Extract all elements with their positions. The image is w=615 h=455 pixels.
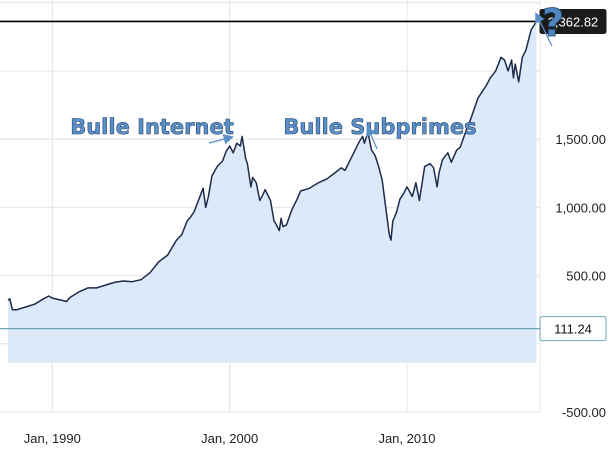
annotation-arrow <box>208 134 234 145</box>
y-tick-label: 1,000.00 <box>555 200 606 215</box>
question-mark-annotation: ? <box>542 1 564 45</box>
y-axis-ticks: -500.00 500.00 1,000.00 1,500.00 <box>555 132 606 420</box>
y-tick-label: -500.00 <box>562 405 606 420</box>
series-line <box>7 21 538 311</box>
x-axis-ticks: Jan, 1990 Jan, 2000 Jan, 2010 <box>24 431 436 446</box>
reference-value-tag <box>539 316 607 342</box>
annotation-label: Bulle Subprimes <box>283 115 476 139</box>
annotation-arrow <box>366 125 378 150</box>
reference-value-label: 111.24 <box>554 322 592 337</box>
annotation-label: Bulle Internet <box>70 115 234 139</box>
x-tick-label: Jan, 1990 <box>24 431 81 446</box>
annotation-arrow <box>535 12 553 47</box>
series-area-fill <box>8 21 537 363</box>
x-tick-label: Jan, 2000 <box>201 431 258 446</box>
annotations: Bulle Internet Bulle Subprimes? <box>70 1 564 150</box>
y-tick-label: 1,500.00 <box>555 132 606 147</box>
reference-lines: 2,362.82 111.24 <box>0 8 607 342</box>
x-tick-label: Jan, 2010 <box>378 431 435 446</box>
reference-value-label: 2,362.82 <box>548 14 599 29</box>
y-tick-label: 500.00 <box>566 269 606 284</box>
